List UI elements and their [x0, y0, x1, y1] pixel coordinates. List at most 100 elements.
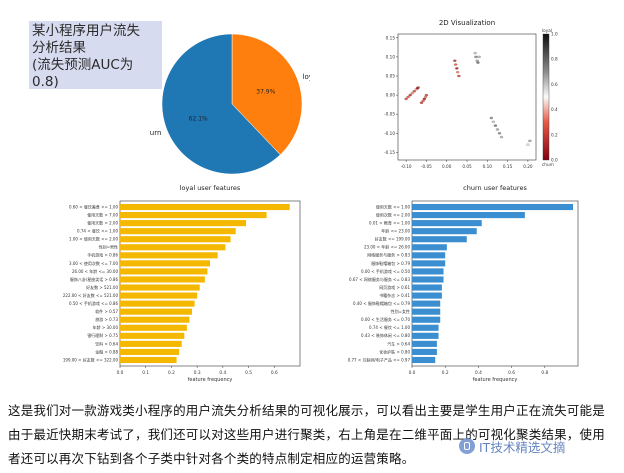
bar: [412, 316, 441, 323]
scatter-point: [473, 51, 477, 55]
scatter-xtick-label: -0.10: [401, 164, 412, 169]
bar: [120, 316, 190, 323]
bar-category-label: 汽车 > 0.64: [387, 340, 410, 346]
bar: [120, 300, 195, 307]
bar-category-label: 服饰八卦/星座笑话 > 0.86: [70, 276, 119, 282]
bar: [120, 348, 180, 355]
bar: [412, 244, 447, 251]
colorbar-tick-label: 0.8: [551, 57, 558, 62]
bar-category-label: 使用天数 <= 1.00: [376, 203, 411, 209]
pie-slice-churn: [161, 33, 281, 175]
chart-title-box: 某小程序用户流失 分析结果 (流失预测AUC为 0.8): [29, 21, 162, 90]
bar: [120, 203, 290, 211]
bar: [120, 324, 187, 331]
bar: [120, 212, 267, 219]
bar-category-label: 好友数 <= 199.00: [375, 236, 411, 242]
bar-xlabel: feature frequency: [188, 377, 233, 383]
bar-chart-title: loyal user features: [180, 184, 241, 192]
scatter-point: [457, 74, 461, 78]
scatter-point: [526, 143, 530, 146]
loyal-features-chart: loyal user features 0.60 < 餐饮美食 <= 1.00 使用…: [63, 184, 301, 383]
scatter-point: [476, 61, 480, 64]
bar-category-label: 软件 > 0.57: [95, 308, 118, 314]
pie-label-loyal: loyal: [303, 73, 310, 81]
bar-chart-title: churn user features: [463, 184, 527, 192]
bar: [120, 252, 218, 259]
scatter-xtick-label: 0.15: [503, 164, 513, 169]
scatter-point: [412, 90, 416, 93]
scatter-point: [489, 116, 494, 120]
bar: [412, 268, 444, 275]
bar-category-label: 1.00 < 使用天数 <= 2.00: [69, 236, 118, 242]
bar-category-label: 26.00 < 年龄 <= 30.00: [72, 268, 118, 274]
bar-category-label: 化妆护肤 > 0.80: [379, 348, 410, 354]
bar: [412, 324, 439, 331]
bar-category-label: 性别=女性: [391, 308, 410, 314]
bar: [412, 228, 477, 235]
bar-category-label: 使用天数 > 7.00: [87, 211, 118, 217]
bar: [412, 308, 441, 315]
scatter-point: [453, 63, 458, 66]
bar: [412, 300, 441, 307]
colorbar-tick-label: 0.0: [551, 158, 558, 163]
scatter-ytick-label: -0.15: [384, 150, 395, 155]
bar-category-label: 222.00 < 好友数 <= 521.00: [63, 292, 119, 298]
scatter-point: [499, 135, 504, 139]
bar-category-label: 好友数 > 521.00: [86, 284, 118, 290]
bar-category-label: 0.77 < 互联网/电子产品 <= 0.97: [348, 356, 411, 362]
watermark-text: IT技术精选文摘: [479, 439, 566, 455]
scatter-chart: 2D Visualization -0.10 -0.05 0.00 0.05 0.10 0.…: [384, 19, 558, 169]
scatter-ytick-label: -0.10: [384, 131, 395, 136]
scatter-title: 2D Visualization: [439, 19, 495, 27]
bar: [412, 348, 437, 355]
bar: [412, 292, 442, 299]
bar-xtick-label: 0.1: [142, 370, 149, 376]
bar: [412, 260, 446, 267]
bar-category-label: 网络服务与服务 > 0.83: [367, 252, 410, 258]
bar-category-label: 银行理财 > 0.75: [87, 332, 118, 338]
bar-category-label: 199.00 < 好友数 <= 322.00: [63, 356, 119, 362]
bar: [120, 356, 177, 364]
scatter-point: [495, 128, 500, 131]
bar-category-label: 3.00 < 使用次数 <= 7.00: [69, 260, 118, 266]
scatter-point: [493, 124, 498, 127]
bar: [120, 276, 205, 283]
colorbar-label-bottom: churn: [542, 162, 554, 167]
bar-category-label: 0.67 < 网络服务与服务 <= 0.83: [349, 276, 410, 282]
bar: [120, 308, 192, 315]
colorbar-tick-label: 1.0: [551, 32, 558, 37]
bar-category-label: 旅游 > 0.73: [95, 316, 118, 322]
bar: [120, 228, 236, 235]
bar-xtick-label: 0.4: [475, 370, 482, 376]
scatter-point: [410, 91, 414, 95]
bar: [120, 292, 198, 299]
bar: [412, 284, 442, 291]
scatter-ytick-label: 0.00: [386, 93, 396, 98]
bar: [120, 236, 231, 243]
watermark: IT技术精选文摘: [459, 436, 619, 456]
bar-xtick-label: 0.5: [245, 370, 252, 376]
bar: [412, 332, 439, 339]
bar: [412, 340, 437, 347]
bar: [120, 260, 210, 267]
scatter-xtick-label: 0.20: [523, 164, 533, 169]
wechat-logo-icon: [459, 438, 475, 454]
bar-xlabel: feature frequency: [473, 377, 518, 383]
bar: [412, 212, 525, 219]
bar-category-label: 年龄 > 30.00: [93, 324, 119, 330]
pie-chart: 37.9% loyal 62.1% churn: [150, 33, 310, 175]
bar-xtick-label: 0.4: [219, 370, 226, 376]
bar-xtick-label: 0.8: [541, 370, 548, 376]
scatter-point: [424, 93, 429, 97]
bar-category-label: 0.74 < 餐饮 <= 1.00: [369, 324, 410, 330]
scatter-point: [477, 55, 481, 59]
scatter-point: [408, 93, 412, 97]
bar: [120, 220, 246, 227]
scatter-xtick-label: 0.05: [462, 164, 472, 169]
bar: [412, 252, 446, 259]
scatter-xtick-label: -0.05: [421, 164, 432, 169]
scatter-plot-area: [397, 33, 537, 161]
bar-xtick-label: 0.0: [117, 370, 124, 376]
bar: [412, 220, 482, 227]
bar-xtick-label: 0.2: [168, 370, 175, 376]
